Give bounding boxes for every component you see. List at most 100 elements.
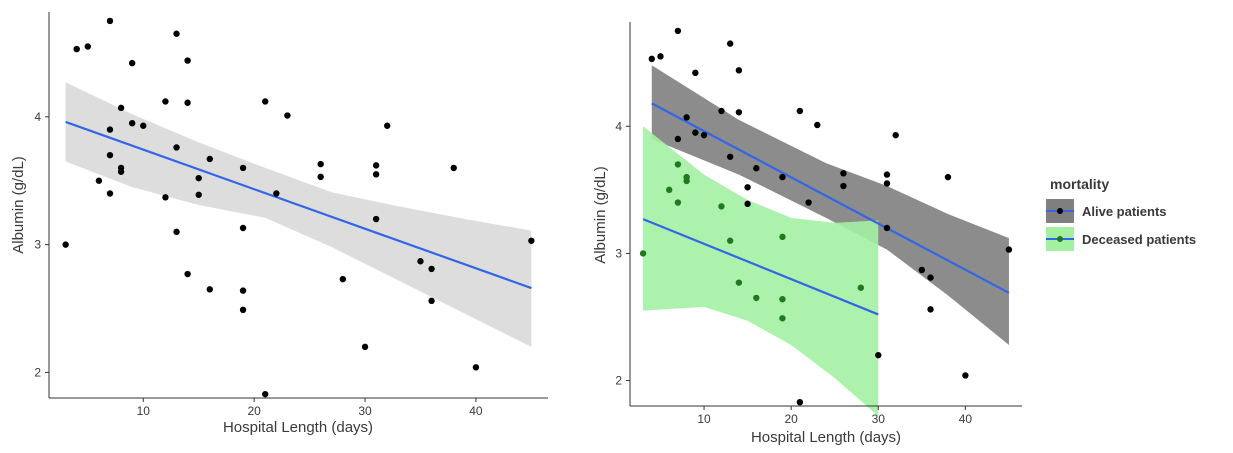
data-point [239,224,247,232]
y-ticks-2: 2 3 4 [615,119,630,388]
data-point [117,104,125,112]
data-point [162,98,169,105]
data-point-alive [657,53,664,60]
legend-point-deceased [1057,236,1063,242]
data-point [184,99,191,106]
data-point-alive [892,131,899,139]
data-point-deceased [674,199,682,206]
data-point [384,122,391,129]
data-point [472,364,480,371]
data-point [106,126,114,133]
data-point [173,228,180,236]
data-point [239,306,247,314]
data-point-alive [927,274,934,281]
y-tick-label: 4 [34,110,41,124]
data-point [195,191,202,198]
data-point-alive [883,180,891,187]
y-tick-label: 3 [34,238,41,252]
data-point [450,164,457,172]
data-point-deceased [779,315,786,322]
ci-band-alive [651,65,1009,345]
points-layer-1 [62,17,535,398]
legend-point-alive [1057,208,1063,214]
data-point-deceased [779,295,786,303]
data-point [372,171,380,178]
data-point [361,343,369,351]
data-point-alive [944,173,952,181]
legend-entry-alive: Alive patients [1046,199,1167,223]
data-point [339,275,347,283]
x-tick-label: 40 [469,404,483,418]
y-axis-title-2: Albumin (g/dL) [592,166,609,264]
x-tick-label: 10 [697,412,711,426]
data-point [372,162,380,169]
data-point-alive [674,27,682,35]
x-axis-title-2: Hospital Length (days) [751,429,901,446]
y-tick-label: 4 [615,119,622,133]
data-point [128,59,136,67]
x-axis-title-1: Hospital Length (days) [223,419,373,436]
data-point [372,215,380,223]
data-point-deceased [726,237,734,244]
data-point-alive [875,351,882,359]
fit-line-layer-1 [65,120,532,290]
legend-title: mortality [1050,176,1109,192]
x-tick-label: 30 [358,404,372,418]
data-point-alive [918,266,926,274]
fit-line [65,120,532,290]
x-tick-label: 20 [784,412,798,426]
data-point [317,173,324,181]
data-point-alive [726,153,734,160]
data-point [239,287,247,294]
data-point-alive [648,55,655,63]
data-point-alive [814,121,821,129]
data-point [106,151,114,159]
legend-entry-deceased: Deceased patients [1046,227,1196,251]
fit-line-alive [651,102,1010,294]
data-point-alive [883,224,891,232]
data-point [95,177,103,184]
data-point-deceased [666,186,673,194]
data-point [262,98,269,105]
data-point-deceased [779,233,786,241]
data-point [106,190,114,197]
ci-band-deceased [643,126,879,417]
points-layer-2 [639,27,1013,406]
data-point-alive [840,170,847,177]
data-point [206,155,213,163]
data-point-alive [692,129,699,136]
data-point-alive [744,200,751,208]
data-point [239,164,247,172]
data-point-deceased [857,284,865,291]
data-point [262,390,269,398]
data-point-alive [718,107,725,115]
legend: mortality Alive patients Deceased patien… [1046,176,1196,251]
data-point-alive [700,131,708,139]
x-tick-label: 40 [959,412,973,426]
data-point [528,237,535,244]
data-point-deceased [639,250,647,257]
y-ticks-1: 2 3 4 [34,110,49,379]
data-point-alive [726,40,734,47]
data-point [84,43,92,50]
data-point-deceased [735,279,743,286]
data-point-alive [744,184,751,191]
data-point-alive [883,171,891,178]
data-point-deceased [753,294,760,302]
x-tick-label: 30 [872,412,886,426]
data-point-deceased [683,177,690,185]
data-point-alive [796,398,804,406]
data-point [317,160,324,168]
data-point [206,286,213,293]
data-point-alive [840,182,847,190]
data-point [284,112,291,119]
chart-panel-1: 2 3 4 10 20 30 40 Hospital Length (days) Albu… [10,12,548,436]
data-point [184,270,191,278]
data-point-alive [1005,246,1013,253]
data-point-deceased [674,161,682,168]
legend-label-alive: Alive patients [1082,204,1167,219]
chart-panel-2: 2 3 4 10 20 30 40 Hospital Length (days) Albu… [592,22,1022,446]
x-ticks-1: 10 20 30 40 [137,398,483,418]
data-point [173,144,180,151]
data-point-alive [674,135,682,143]
